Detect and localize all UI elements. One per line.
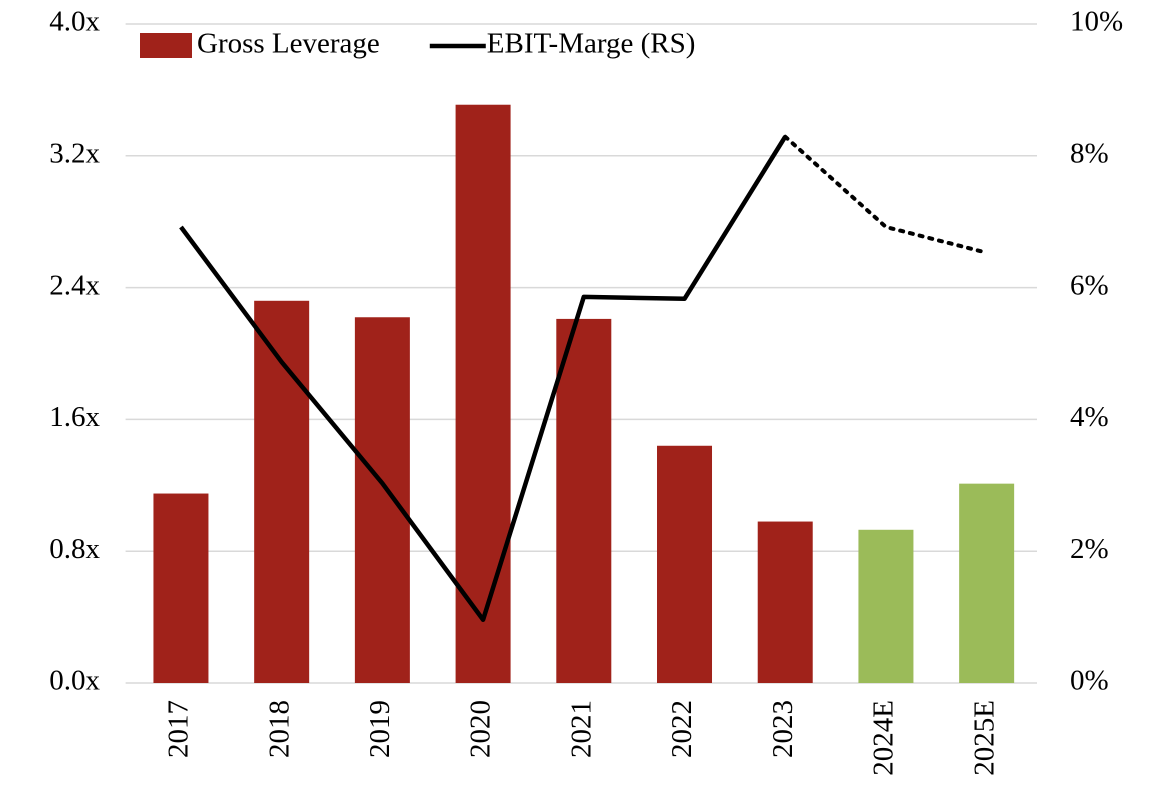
x-tick-label: 2021 (565, 700, 597, 758)
y2-tick-label: 0% (1070, 665, 1109, 697)
y2-tick-label: 4% (1070, 401, 1109, 433)
y-tick-label: 0.0x (49, 665, 100, 697)
x-tick-label: 2018 (263, 700, 295, 758)
bar (556, 318, 612, 683)
line-dotted (783, 134, 989, 255)
y2-tick-label: 6% (1070, 269, 1109, 301)
bar (858, 529, 914, 683)
y-tick-label: 3.2x (49, 137, 100, 169)
bar (657, 445, 713, 683)
x-tick-label: 2017 (163, 700, 195, 758)
bar (254, 300, 310, 683)
y-tick-label: 2.4x (49, 269, 100, 301)
y2-tick-label: 10% (1070, 6, 1123, 38)
y-tick-label: 1.6x (49, 401, 100, 433)
line (179, 135, 788, 622)
x-tick-label: 2023 (767, 700, 799, 758)
x-tick-label: 2019 (364, 700, 396, 758)
bar (757, 521, 813, 683)
x-tick-label: 2020 (465, 700, 497, 758)
bar (455, 104, 511, 684)
y-tick-label: 4.0x (49, 6, 100, 38)
legend-swatch (140, 33, 192, 58)
y2-tick-label: 8% (1070, 137, 1109, 169)
bar (354, 317, 410, 683)
x-tick-label: 2022 (666, 700, 698, 758)
y2-tick-label: 2% (1070, 533, 1109, 565)
x-tick-label: 2024E (868, 700, 900, 776)
y-tick-label: 0.8x (49, 533, 100, 565)
bar (153, 493, 209, 683)
bar (959, 483, 1015, 683)
x-tick-label: 2025E (968, 700, 1000, 776)
legend-label: EBIT-Marge (RS) (487, 28, 696, 60)
legend-label: Gross Leverage (197, 28, 380, 60)
